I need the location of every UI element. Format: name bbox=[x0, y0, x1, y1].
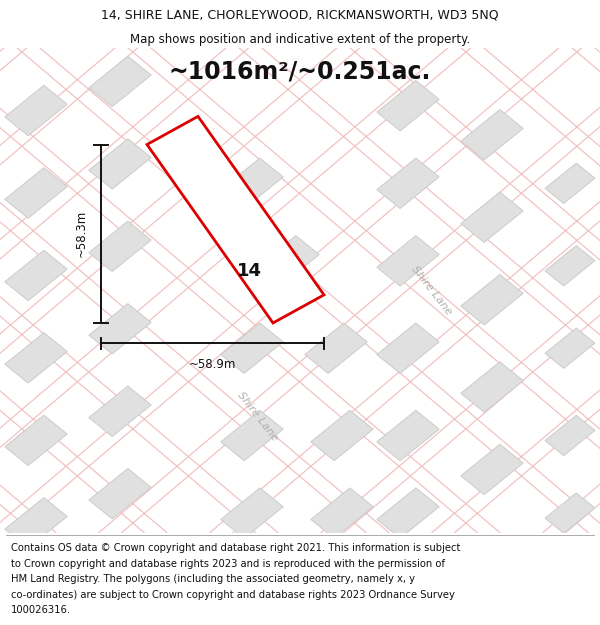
Polygon shape bbox=[311, 410, 373, 461]
Polygon shape bbox=[5, 86, 67, 136]
Text: HM Land Registry. The polygons (including the associated geometry, namely x, y: HM Land Registry. The polygons (includin… bbox=[11, 574, 415, 584]
Polygon shape bbox=[257, 236, 319, 286]
Polygon shape bbox=[377, 236, 439, 286]
Text: ~58.3m: ~58.3m bbox=[74, 210, 88, 258]
Polygon shape bbox=[5, 168, 67, 218]
Polygon shape bbox=[377, 81, 439, 131]
Polygon shape bbox=[461, 362, 523, 413]
Polygon shape bbox=[5, 250, 67, 301]
Text: 100026316.: 100026316. bbox=[11, 605, 71, 615]
Text: 14, SHIRE LANE, CHORLEYWOOD, RICKMANSWORTH, WD3 5NQ: 14, SHIRE LANE, CHORLEYWOOD, RICKMANSWOR… bbox=[101, 9, 499, 21]
Polygon shape bbox=[545, 328, 595, 368]
Polygon shape bbox=[461, 192, 523, 242]
Text: ~1016m²/~0.251ac.: ~1016m²/~0.251ac. bbox=[169, 59, 431, 84]
Polygon shape bbox=[89, 304, 151, 354]
Polygon shape bbox=[545, 493, 595, 533]
Text: co-ordinates) are subject to Crown copyright and database rights 2023 Ordnance S: co-ordinates) are subject to Crown copyr… bbox=[11, 590, 455, 600]
Polygon shape bbox=[545, 416, 595, 456]
Polygon shape bbox=[89, 139, 151, 189]
Polygon shape bbox=[311, 488, 373, 538]
Polygon shape bbox=[461, 109, 523, 160]
Text: ~58.9m: ~58.9m bbox=[189, 358, 236, 371]
Polygon shape bbox=[5, 415, 67, 466]
Text: Shire Lane: Shire Lane bbox=[236, 389, 280, 442]
Text: Map shows position and indicative extent of the property.: Map shows position and indicative extent… bbox=[130, 33, 470, 46]
Polygon shape bbox=[89, 56, 151, 107]
Polygon shape bbox=[89, 469, 151, 519]
Polygon shape bbox=[461, 444, 523, 494]
Polygon shape bbox=[377, 410, 439, 461]
Text: Contains OS data © Crown copyright and database right 2021. This information is : Contains OS data © Crown copyright and d… bbox=[11, 543, 460, 553]
Polygon shape bbox=[221, 323, 283, 373]
Polygon shape bbox=[545, 246, 595, 286]
Polygon shape bbox=[305, 323, 367, 373]
Text: to Crown copyright and database rights 2023 and is reproduced with the permissio: to Crown copyright and database rights 2… bbox=[11, 559, 445, 569]
Text: Shire Lane: Shire Lane bbox=[410, 264, 454, 316]
Polygon shape bbox=[5, 332, 67, 383]
Polygon shape bbox=[221, 488, 283, 538]
Polygon shape bbox=[221, 158, 283, 209]
Polygon shape bbox=[221, 410, 283, 461]
Text: 14: 14 bbox=[236, 262, 262, 279]
Polygon shape bbox=[377, 488, 439, 538]
Polygon shape bbox=[461, 274, 523, 325]
Polygon shape bbox=[545, 163, 595, 204]
Polygon shape bbox=[377, 158, 439, 209]
Polygon shape bbox=[5, 498, 67, 548]
Polygon shape bbox=[147, 116, 324, 323]
Polygon shape bbox=[89, 221, 151, 271]
Polygon shape bbox=[89, 386, 151, 436]
Polygon shape bbox=[377, 323, 439, 373]
